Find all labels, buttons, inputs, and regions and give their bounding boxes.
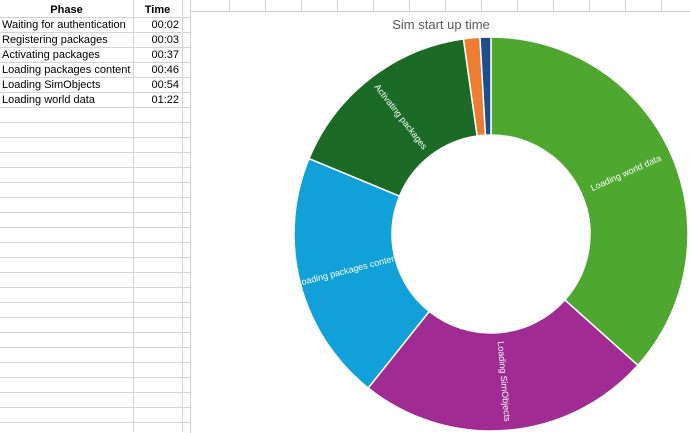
row-divider (0, 272, 190, 273)
column-divider (133, 0, 134, 432)
time-cell[interactable]: 00:54 (151, 79, 179, 91)
row-divider (0, 392, 190, 393)
time-cell[interactable]: 01:22 (151, 94, 179, 106)
row-divider (0, 362, 190, 363)
row-divider (0, 212, 190, 213)
row-divider (0, 137, 190, 138)
row-divider (0, 317, 190, 318)
row-divider (0, 197, 190, 198)
row-divider (0, 62, 190, 63)
row-divider (0, 257, 190, 258)
row-divider (0, 17, 190, 18)
row-divider (0, 422, 190, 423)
phase-cell[interactable]: Loading SimObjects (2, 79, 101, 91)
row-divider (0, 287, 190, 288)
phase-cell[interactable]: Waiting for authentication (2, 19, 126, 31)
row-divider (0, 332, 190, 333)
row-divider (0, 167, 190, 168)
phase-cell[interactable]: Activating packages (2, 49, 100, 61)
donut-chart[interactable]: Sim start up time Loading world data Load… (190, 11, 690, 433)
phase-cell[interactable]: Loading world data (2, 94, 95, 106)
time-cell[interactable]: 00:37 (151, 49, 179, 61)
donut-slice[interactable] (490, 36, 689, 367)
donut-slice[interactable] (367, 298, 639, 432)
phase-cell[interactable]: Registering packages (2, 34, 108, 46)
row-divider (0, 227, 190, 228)
phase-cell[interactable]: Loading packages content (2, 64, 131, 76)
time-column-header[interactable]: Time (144, 4, 171, 16)
row-divider (0, 47, 190, 48)
time-cell[interactable]: 00:03 (151, 34, 179, 46)
phase-column-header[interactable]: Phase (50, 4, 83, 16)
row-divider (0, 302, 190, 303)
donut-slice[interactable] (479, 36, 492, 136)
row-divider (0, 107, 190, 108)
row-divider (0, 182, 190, 183)
donut-slice[interactable] (293, 157, 431, 390)
time-cell[interactable]: 00:46 (151, 64, 179, 76)
row-divider (0, 122, 190, 123)
row-divider (0, 92, 190, 93)
row-divider (0, 32, 190, 33)
donut-slice[interactable] (308, 38, 479, 198)
row-divider (0, 242, 190, 243)
row-divider (0, 77, 190, 78)
chart-title: Sim start up time (392, 17, 490, 32)
column-divider (182, 0, 183, 432)
row-divider (0, 407, 190, 408)
time-cell[interactable]: 00:02 (151, 19, 179, 31)
row-divider (0, 377, 190, 378)
row-divider (0, 347, 190, 348)
row-divider (0, 152, 190, 153)
